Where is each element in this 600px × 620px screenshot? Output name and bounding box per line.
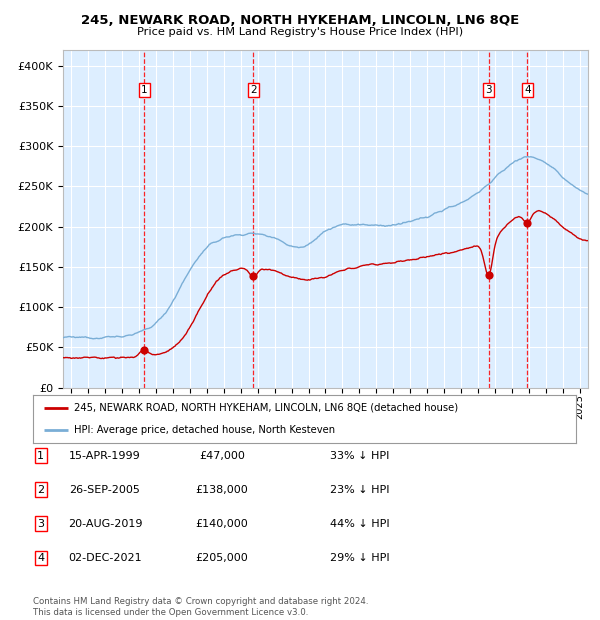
Text: 4: 4 [524, 85, 530, 95]
Text: 245, NEWARK ROAD, NORTH HYKEHAM, LINCOLN, LN6 8QE: 245, NEWARK ROAD, NORTH HYKEHAM, LINCOLN… [81, 14, 519, 27]
Text: HPI: Average price, detached house, North Kesteven: HPI: Average price, detached house, Nort… [74, 425, 335, 435]
Text: 26-SEP-2005: 26-SEP-2005 [70, 485, 140, 495]
Text: £47,000: £47,000 [199, 451, 245, 461]
Point [523, 218, 532, 228]
Text: 15-APR-1999: 15-APR-1999 [69, 451, 141, 461]
Text: 23% ↓ HPI: 23% ↓ HPI [330, 485, 389, 495]
Text: £205,000: £205,000 [196, 553, 248, 563]
Text: 02-DEC-2021: 02-DEC-2021 [68, 553, 142, 563]
Text: 1: 1 [37, 451, 44, 461]
Point [484, 270, 493, 280]
Text: 44% ↓ HPI: 44% ↓ HPI [330, 519, 389, 529]
Point [248, 272, 258, 281]
Text: 2: 2 [250, 85, 257, 95]
Text: 2: 2 [37, 485, 44, 495]
Text: 4: 4 [37, 553, 44, 563]
Text: 245, NEWARK ROAD, NORTH HYKEHAM, LINCOLN, LN6 8QE (detached house): 245, NEWARK ROAD, NORTH HYKEHAM, LINCOLN… [74, 403, 458, 413]
Text: 33% ↓ HPI: 33% ↓ HPI [330, 451, 389, 461]
Text: £138,000: £138,000 [196, 485, 248, 495]
Text: 29% ↓ HPI: 29% ↓ HPI [330, 553, 389, 563]
Text: 3: 3 [37, 519, 44, 529]
Text: 3: 3 [485, 85, 492, 95]
Text: Price paid vs. HM Land Registry's House Price Index (HPI): Price paid vs. HM Land Registry's House … [137, 27, 463, 37]
Text: 20-AUG-2019: 20-AUG-2019 [68, 519, 142, 529]
Text: Contains HM Land Registry data © Crown copyright and database right 2024.
This d: Contains HM Land Registry data © Crown c… [33, 598, 368, 617]
Point [139, 345, 149, 355]
Text: £140,000: £140,000 [196, 519, 248, 529]
Text: 1: 1 [141, 85, 148, 95]
